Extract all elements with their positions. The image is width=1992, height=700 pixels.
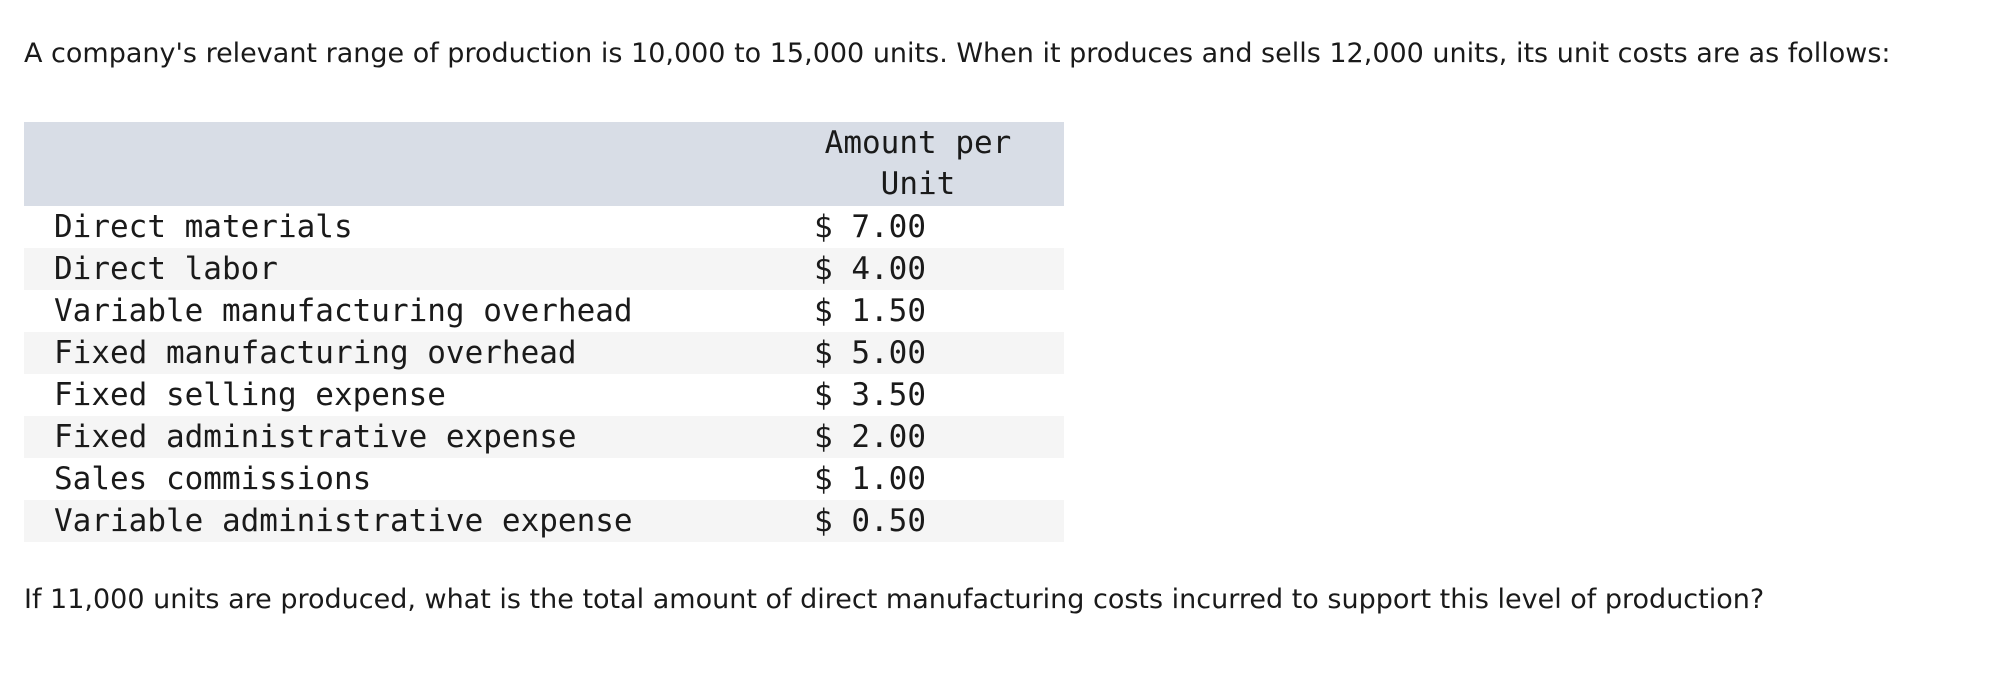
table-row: Direct materials $ 7.00 — [24, 206, 1064, 248]
cost-value: $ 2.00 — [810, 416, 1064, 458]
cost-value: $ 4.00 — [810, 248, 1064, 290]
question-text: If 11,000 units are produced, what is th… — [24, 584, 1765, 615]
cost-label: Fixed manufacturing overhead — [24, 332, 810, 374]
table-row: Fixed manufacturing overhead $ 5.00 — [24, 332, 1064, 374]
cost-table: Amount per Unit Direct materials $ 7.00 Di… — [24, 122, 1064, 542]
cost-value: $ 3.50 — [814, 377, 926, 413]
cost-label: Fixed selling expense — [54, 377, 446, 413]
cost-value: $ 7.00 — [814, 209, 926, 245]
table-row: Direct labor $ 4.00 — [24, 248, 1064, 290]
cost-value: $ 1.00 — [814, 461, 926, 497]
table-row: Fixed selling expense $ 3.50 — [24, 374, 1064, 416]
table-row: Variable manufacturing overhead $ 1.50 — [24, 290, 1064, 332]
header-cell — [24, 122, 810, 206]
header-row: Amount per Unit — [24, 122, 1064, 206]
cost-value: $ 0.50 — [810, 500, 1064, 542]
cost-label: Sales commissions — [54, 461, 372, 497]
cost-label: Variable administrative expense — [24, 500, 810, 542]
cost-value: $ 5.00 — [810, 332, 1064, 374]
table-row: Variable administrative expense $ 0.50 — [24, 500, 1064, 542]
table-body: Direct materials $ 7.00 Direct labor $ 4.00… — [24, 206, 1064, 542]
cost-label: Direct materials — [54, 209, 353, 245]
column-header: Amount per Unit — [810, 122, 1064, 206]
cost-label: Fixed administrative expense — [24, 416, 810, 458]
table-row: Sales commissions $ 1.00 — [24, 458, 1064, 500]
table-row: Fixed administrative expense $ 2.00 — [24, 416, 1064, 458]
cost-value: $ 1.50 — [814, 293, 926, 329]
cost-label: Variable manufacturing overhead — [54, 293, 633, 329]
cost-label: Direct labor — [24, 248, 810, 290]
intro-text: A company's relevant range of production… — [24, 38, 1891, 69]
